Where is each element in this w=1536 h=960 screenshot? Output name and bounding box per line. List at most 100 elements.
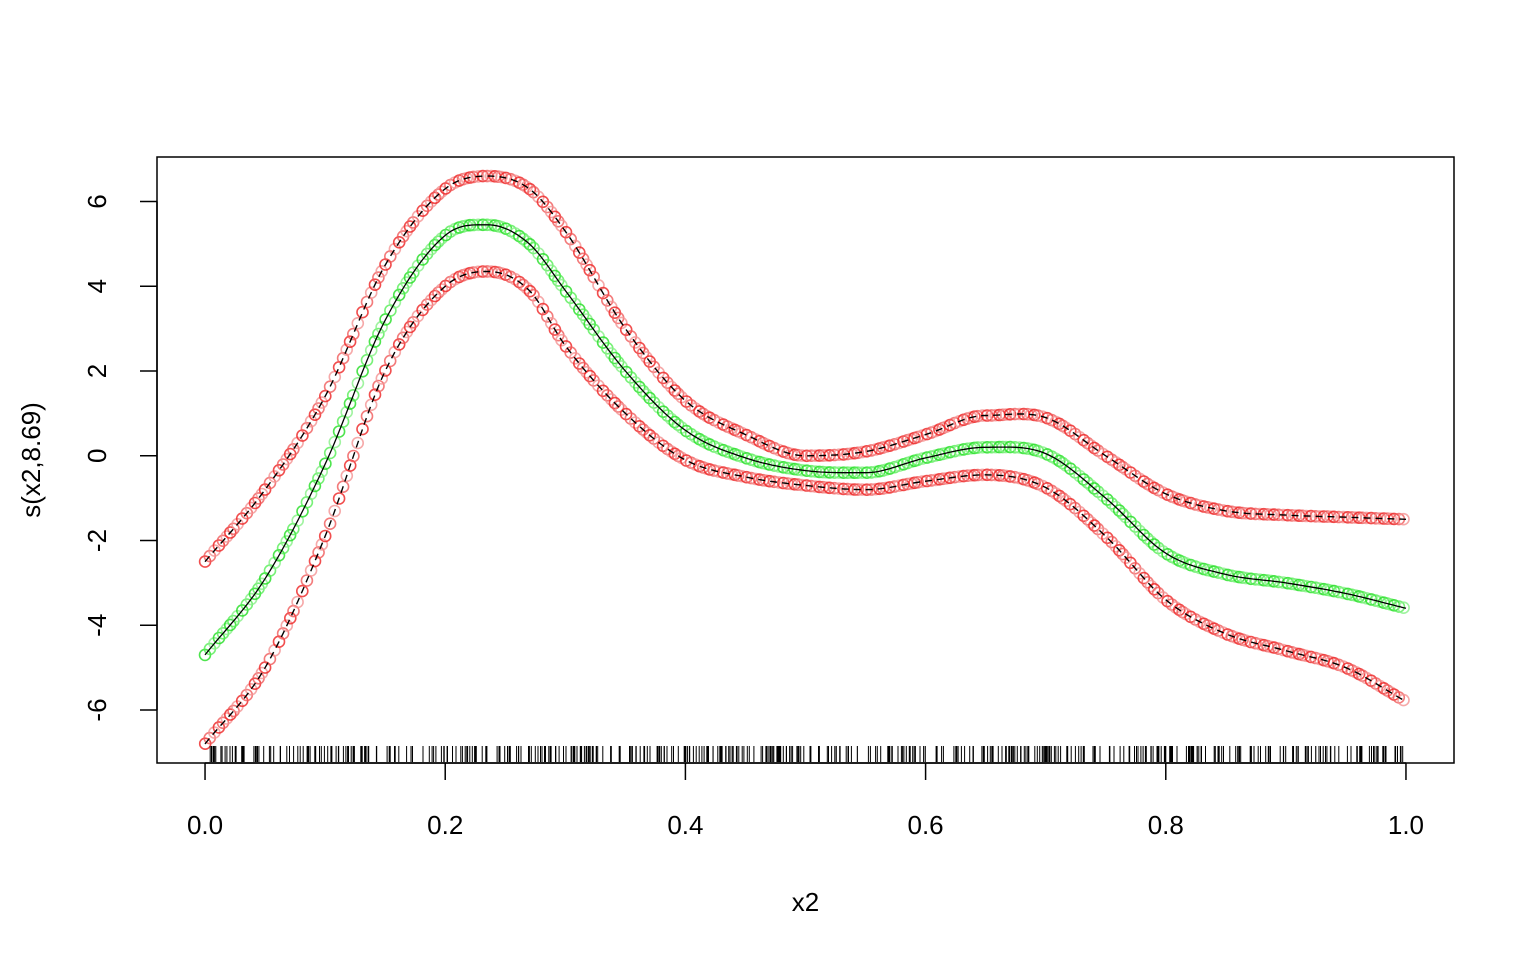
data-point	[346, 327, 360, 341]
data-point	[1053, 454, 1066, 468]
rug-marks	[209, 746, 1404, 762]
data-point	[604, 393, 618, 406]
y-tick-label: -4	[82, 614, 112, 637]
data-point	[763, 458, 776, 471]
data-point	[671, 418, 685, 432]
data-point	[347, 449, 360, 463]
series-lower-band	[198, 265, 1410, 751]
data-point	[544, 316, 558, 330]
data-point	[220, 712, 234, 725]
band-line	[204, 175, 1407, 563]
data-point	[572, 246, 586, 259]
series-upper-band	[198, 169, 1410, 568]
data-point	[911, 475, 925, 489]
data-point	[1300, 579, 1313, 593]
data-point	[283, 528, 297, 542]
data-point	[276, 627, 290, 640]
data-point	[640, 388, 653, 401]
data-point	[523, 284, 537, 298]
data-point	[1109, 500, 1122, 514]
data-point	[576, 361, 590, 375]
data-point	[611, 400, 625, 413]
data-point	[828, 448, 841, 462]
data-point	[406, 315, 420, 329]
data-point	[596, 286, 610, 300]
data-point	[568, 239, 582, 253]
data-point	[343, 335, 357, 349]
data-point	[1133, 524, 1146, 538]
data-point	[300, 421, 314, 435]
data-point	[851, 446, 865, 460]
x-tick-label: 1.0	[1388, 810, 1424, 840]
data-point	[276, 541, 290, 555]
data-point	[791, 448, 805, 462]
data-point	[804, 479, 818, 493]
data-point	[1008, 470, 1022, 484]
data-point	[712, 465, 726, 478]
data-point	[304, 414, 318, 428]
data-point	[640, 351, 653, 364]
data-point	[948, 444, 962, 458]
data-point	[624, 412, 638, 425]
x-tick-label: 0.8	[1148, 810, 1184, 840]
data-point	[224, 526, 237, 539]
data-point	[1299, 649, 1313, 663]
data-point	[1360, 591, 1373, 605]
data-point	[980, 468, 994, 482]
data-point	[1101, 531, 1114, 545]
data-point	[220, 530, 234, 543]
data-point	[892, 479, 906, 493]
data-point	[323, 446, 337, 460]
data-point	[791, 478, 805, 491]
data-point	[1332, 585, 1346, 599]
data-point	[1077, 509, 1090, 523]
data-point	[372, 271, 385, 284]
data-point	[580, 365, 593, 379]
y-axis-label: s(x2,8.69)	[16, 402, 46, 518]
data-point	[340, 343, 354, 357]
data-point	[308, 408, 322, 422]
data-point	[351, 376, 365, 390]
data-point	[656, 405, 670, 419]
data-point	[283, 611, 297, 625]
y-tick-label: 0	[82, 449, 112, 463]
data-point	[1105, 497, 1118, 510]
data-point	[916, 452, 929, 465]
data-point	[364, 286, 378, 300]
data-point	[855, 445, 869, 459]
data-point	[1173, 603, 1186, 617]
data-point	[800, 464, 814, 478]
data-point	[1387, 598, 1401, 612]
data-point	[291, 595, 304, 609]
data-point	[428, 238, 442, 252]
data-point	[223, 618, 237, 632]
data-point	[432, 188, 445, 201]
x-tick-label: 0.0	[187, 810, 223, 840]
data-point	[1299, 509, 1313, 523]
data-point	[224, 708, 237, 721]
data-point	[263, 476, 277, 490]
x-axis-label: x2	[792, 887, 819, 917]
data-point	[312, 546, 325, 559]
data-point	[332, 492, 346, 505]
data-point	[523, 182, 537, 196]
data-point	[1088, 441, 1101, 455]
data-point	[375, 320, 388, 334]
data-point	[1337, 586, 1350, 600]
data-point	[1212, 566, 1225, 579]
data-point	[272, 548, 286, 562]
data-point	[295, 584, 309, 598]
data-point	[735, 469, 749, 483]
x-tick-label: 0.2	[427, 810, 463, 840]
data-point	[1084, 516, 1098, 529]
data-point	[827, 481, 841, 495]
data-point	[632, 380, 646, 394]
data-point	[495, 170, 508, 184]
y-tick-label: 6	[82, 194, 112, 208]
data-point	[516, 278, 530, 292]
data-point	[1397, 601, 1410, 615]
data-point	[583, 263, 597, 277]
data-point	[356, 305, 369, 319]
data-point	[411, 259, 425, 273]
data-point	[1239, 506, 1253, 520]
